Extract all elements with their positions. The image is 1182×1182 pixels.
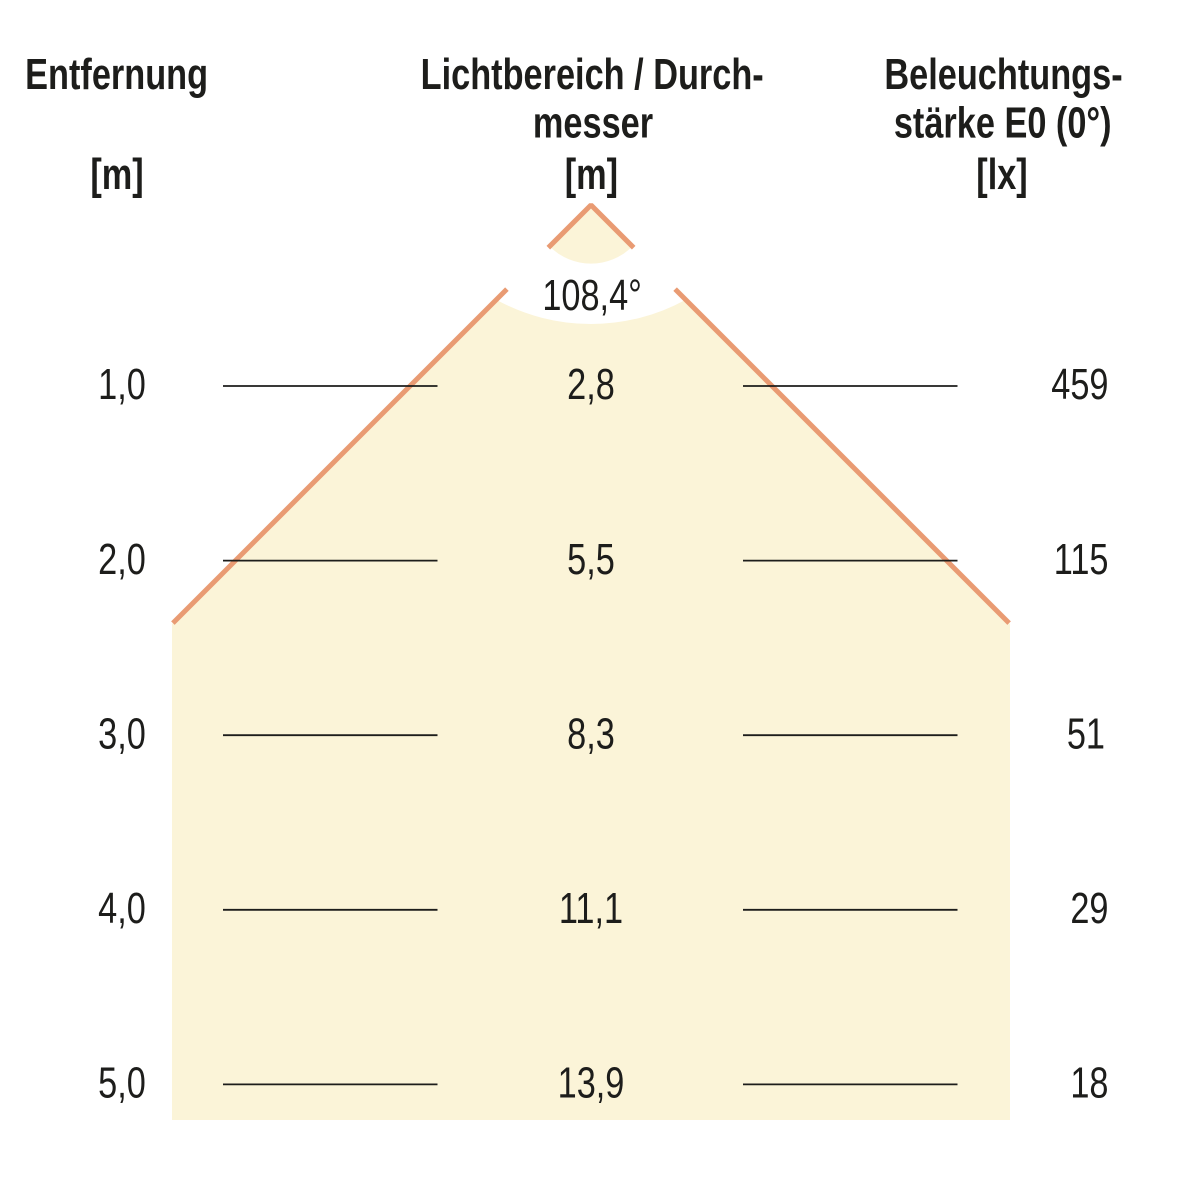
svg-text:5,0: 5,0 [98, 1059, 146, 1108]
svg-text:108,4°: 108,4° [542, 271, 642, 320]
svg-text:51: 51 [1067, 709, 1105, 758]
svg-text:11,1: 11,1 [559, 884, 623, 933]
svg-text:2,0: 2,0 [98, 535, 146, 584]
svg-text:8,3: 8,3 [567, 709, 615, 758]
svg-text:115: 115 [1054, 535, 1109, 584]
svg-text:[m]: [m] [90, 150, 143, 199]
svg-text:stärke E0 (0°): stärke E0 (0°) [894, 98, 1112, 147]
svg-text:3,0: 3,0 [98, 709, 146, 758]
svg-text:18: 18 [1070, 1059, 1108, 1108]
svg-text:13,9: 13,9 [558, 1059, 625, 1108]
svg-text:messer: messer [533, 98, 653, 147]
svg-text:[lx]: [lx] [976, 150, 1027, 199]
svg-text:Lichtbereich / Durch-: Lichtbereich / Durch- [421, 50, 764, 99]
svg-text:[m]: [m] [565, 150, 618, 199]
svg-text:29: 29 [1070, 884, 1108, 933]
svg-text:459: 459 [1051, 360, 1108, 409]
svg-text:Beleuchtungs-: Beleuchtungs- [884, 50, 1122, 99]
svg-text:Entfernung: Entfernung [25, 50, 208, 99]
svg-text:2,8: 2,8 [567, 360, 615, 409]
svg-text:1,0: 1,0 [98, 360, 146, 409]
svg-text:5,5: 5,5 [567, 535, 615, 584]
svg-text:4,0: 4,0 [98, 884, 146, 933]
